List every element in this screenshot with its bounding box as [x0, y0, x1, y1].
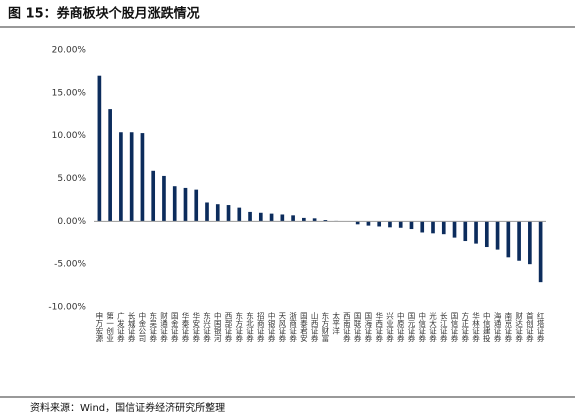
- source-note: 资料来源：Wind，国信证券经济研究所整理: [30, 401, 225, 414]
- bar: [237, 207, 242, 222]
- x-tick-label: 中信证券: [417, 311, 426, 344]
- bar: [172, 186, 177, 222]
- bar: [291, 215, 295, 222]
- y-tick-label: -10.00%: [48, 303, 86, 313]
- x-tick-label: 华林证券: [471, 311, 480, 344]
- x-tick-label: 国泰君安: [299, 312, 308, 344]
- bar: [226, 205, 231, 222]
- x-tick-label: 东北证券: [245, 311, 254, 344]
- bar: [355, 221, 360, 225]
- bar: [528, 221, 532, 265]
- bar: [420, 221, 425, 233]
- x-tick-label: 西南证券: [342, 312, 351, 344]
- bar: [431, 221, 435, 234]
- bar: [323, 220, 328, 222]
- x-tick-label: 国金证券: [170, 312, 179, 344]
- x-tick-label: 天风证券: [278, 312, 287, 344]
- x-tick-label: 华安证券: [191, 311, 200, 344]
- bar: [119, 132, 123, 222]
- x-tick-label: 国元证券: [407, 312, 416, 344]
- x-tick-label: 中金公司: [138, 311, 147, 343]
- bar: [108, 109, 112, 222]
- bar: [452, 221, 457, 238]
- x-tick-label: 中银证券: [267, 311, 276, 344]
- y-tick-label: -5.00%: [54, 260, 86, 270]
- y-tick-label: 5.00%: [57, 174, 86, 184]
- bar: [474, 221, 478, 244]
- bar: [538, 221, 543, 283]
- x-tick-label: 国信证券: [450, 312, 459, 344]
- x-tick-label: 海通证券: [493, 311, 502, 344]
- x-tick-label: 第一创业: [105, 311, 114, 343]
- bar: [183, 187, 188, 222]
- x-tick-label: 太平洋: [331, 311, 340, 336]
- x-tick-label: 首创证券: [525, 311, 534, 344]
- chart-title: 图 15：券商板块个股月涨跌情况: [8, 6, 200, 22]
- bar: [506, 221, 511, 258]
- x-tick-label: 国海证券: [364, 312, 373, 344]
- x-tick-label: 东兴证券: [202, 311, 211, 344]
- bar: [312, 218, 317, 222]
- x-tick-label: 中信建投: [482, 311, 491, 344]
- bar: [398, 221, 403, 228]
- x-tick-label: 浙商证券: [288, 311, 297, 344]
- bar: [162, 175, 166, 222]
- x-tick-label: 方正证券: [461, 311, 470, 344]
- x-tick-label: 中国银河: [213, 311, 222, 343]
- bar: [484, 221, 489, 248]
- bar: [248, 211, 252, 222]
- x-tick-label: 东方证券: [235, 311, 244, 344]
- x-tick-label: 华西证券: [374, 311, 383, 344]
- bar: [194, 189, 199, 222]
- bar: [302, 217, 306, 222]
- bar: [463, 221, 468, 242]
- x-tick-label: 华泰证券: [181, 311, 190, 344]
- x-tick-label: 财达证券: [514, 311, 523, 344]
- bar: [409, 221, 414, 230]
- x-tick-label: 西部证券: [224, 312, 233, 344]
- x-tick-label: 长江证券: [439, 311, 448, 344]
- x-tick-label: 长城证券: [127, 311, 136, 344]
- x-tick-label: 东吴证券: [148, 311, 157, 344]
- x-tick-label: 申万宏源: [95, 311, 104, 344]
- x-tick-label: 兴业证券: [385, 312, 394, 344]
- bar: [517, 221, 521, 261]
- x-tick-label: 财通证券: [159, 311, 168, 344]
- bar: [258, 212, 263, 222]
- y-tick-label: 15.00%: [52, 88, 87, 98]
- bar: [441, 221, 446, 235]
- bar: [205, 202, 209, 222]
- bar: [97, 75, 102, 222]
- x-tick-label: 红塔证券: [536, 311, 545, 344]
- bar: [129, 132, 134, 222]
- x-tick-label: 广发证券: [116, 311, 125, 344]
- x-tick-label: 中原证券: [396, 311, 405, 344]
- x-tick-label: 国联证券: [353, 312, 362, 344]
- bar: [388, 221, 392, 228]
- x-tick-label: 南京证券: [504, 311, 513, 344]
- bar: [280, 214, 285, 222]
- x-tick-label: 光大证券: [428, 311, 437, 344]
- bar: [366, 221, 371, 226]
- bar: [495, 221, 500, 250]
- y-tick-label: 20.00%: [52, 46, 87, 56]
- y-tick-label: 10.00%: [52, 131, 87, 141]
- bar: [151, 170, 156, 222]
- x-tick-label: 招商证券: [256, 311, 265, 344]
- bar: [377, 221, 382, 227]
- x-tick-label: 山西证券: [310, 311, 319, 344]
- bar: [269, 213, 274, 222]
- y-tick-label: 0.00%: [57, 217, 86, 227]
- bar: [140, 133, 145, 222]
- x-tick-label: 东方财富: [321, 311, 330, 344]
- bar: [215, 204, 220, 222]
